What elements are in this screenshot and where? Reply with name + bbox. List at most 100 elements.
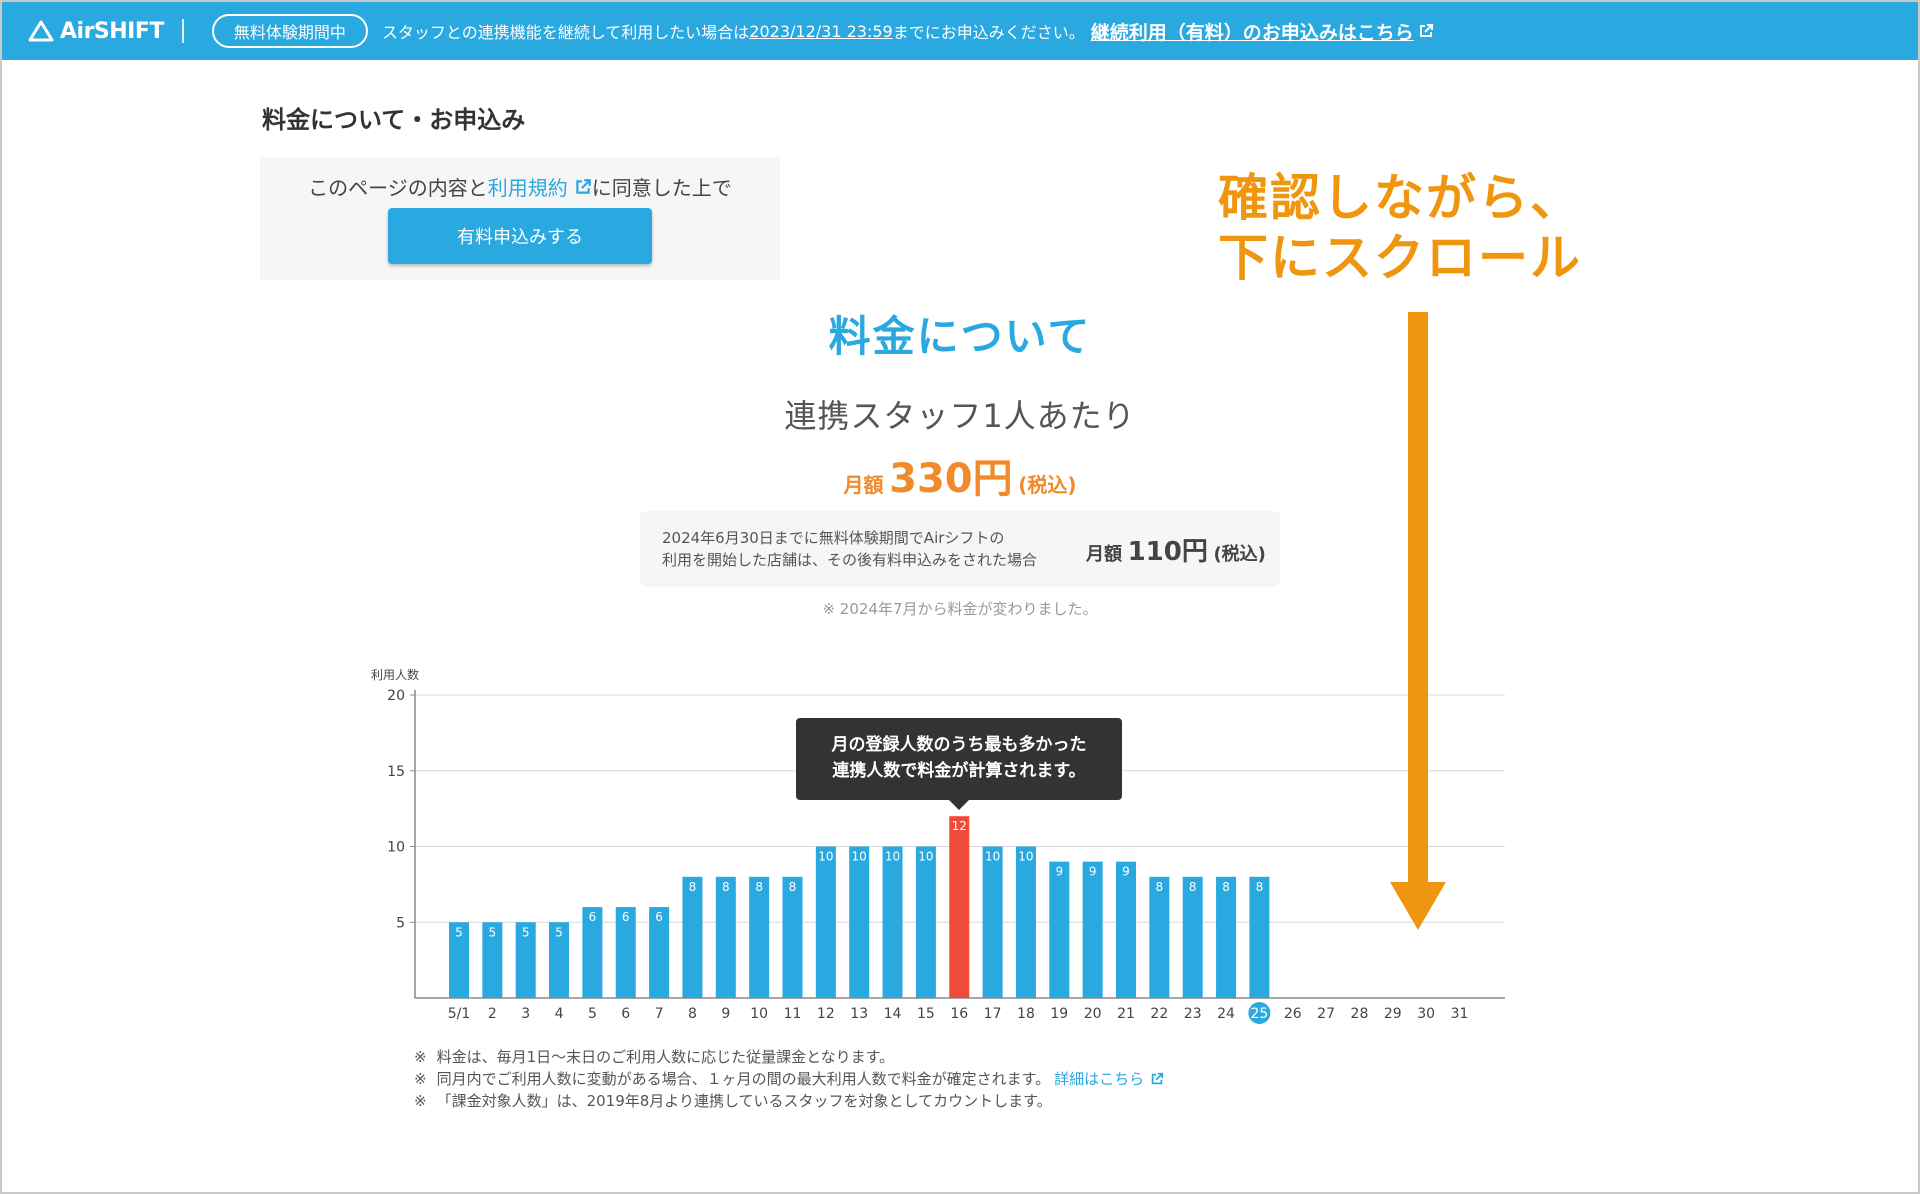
x-tick-label: 15 [917,1006,935,1022]
x-tick-label: 12 [817,1006,835,1022]
logo-text: AirSHIFT [60,18,164,44]
bar-value-label: 5 [455,925,463,939]
chart-bar [649,907,670,998]
chart-bar [715,876,736,998]
bar-value-label: 8 [722,880,730,894]
y-tick-label: 15 [387,764,405,780]
footnote-2-text: 同月内でご利用人数に変動がある場合、１ヶ月の間の最大利用人数で料金が確定されます… [436,1070,1051,1088]
chart-bar [615,907,636,998]
chart-bar [1182,876,1203,998]
x-tick-label: 30 [1417,1006,1435,1022]
footnote-2: ※ 同月内でご利用人数に変動がある場合、１ヶ月の間の最大利用人数で料金が確定され… [414,1068,1164,1090]
chart-bar [915,846,936,998]
bar-value-label: 10 [918,850,933,864]
agreement-text-after: に同意した上で [591,176,732,200]
airshift-logo-icon [28,20,54,42]
bar-value-label: 10 [852,850,867,864]
bar-value-label: 6 [655,910,663,924]
chart-bar [449,922,469,998]
x-tick-label: 25 [1250,1006,1268,1022]
bar-value-label: 8 [755,880,763,894]
external-link-icon [576,178,591,194]
x-tick-label: 5/1 [448,1006,471,1022]
page-title: 料金について・お申込み [262,106,526,134]
x-tick-label: 29 [1384,1006,1402,1022]
x-tick-label: 3 [521,1006,530,1022]
terms-link-label: 利用規約 [487,176,568,200]
bar-value-label: 8 [789,880,797,894]
bar-value-label: 8 [1189,880,1197,894]
chart-bar [549,922,570,998]
tax-label: (税込) [1018,473,1077,497]
discount-monthly-label: 月額 [1086,544,1122,565]
x-tick-label: 10 [750,1006,768,1022]
usage-bar-chart: 利用人数510152055/15253546566678889810811101… [371,667,1505,1024]
external-link-icon [1151,1072,1164,1085]
chart-bar [1082,861,1103,998]
bar-value-label: 9 [1055,865,1063,879]
chart-tooltip: 月の登録人数のうち最も多かった 連携人数で料金が計算されます。 [796,718,1122,800]
continue-paid-link[interactable]: 継続利用（有料）のお申込みはこちら [1091,18,1434,45]
scroll-annotation-line2: 下にスクロール [1218,229,1582,287]
price-change-note: ※ 2024年7月から料金が変わりました。 [822,600,1098,618]
x-tick-label: 28 [1351,1006,1369,1022]
terms-link[interactable]: 利用規約 [488,172,592,201]
scroll-annotation-line1: 確認しながら、 [1218,169,1582,227]
chart-bar [949,816,970,998]
notice-after: までにお申込みください。 [892,23,1085,42]
bar-value-label: 10 [985,850,1000,864]
bar-value-label: 10 [818,850,833,864]
details-link[interactable]: 詳細はこちら [1054,1068,1164,1090]
bar-value-label: 5 [489,925,497,939]
scroll-annotation: 確認しながら、 下にスクロール [1200,168,1600,288]
bar-value-label: 5 [522,925,530,939]
chart-bar [1049,861,1070,998]
bar-value-label: 9 [1089,865,1097,879]
y-axis-label: 利用人数 [371,667,419,682]
chart-bar [582,907,603,998]
footnote-1-text: 料金は、毎月1日〜末日のご利用人数に応じた従量課金となります。 [436,1048,895,1066]
x-tick-label: 7 [655,1006,664,1022]
notice-deadline: 2023/12/31 23:59 [749,21,893,41]
x-tick-label: 17 [984,1006,1002,1022]
x-tick-label: 20 [1084,1006,1102,1022]
today-marker [1248,1002,1271,1024]
scroll-down-arrow-icon [1390,312,1446,930]
bar-value-label: 8 [1256,880,1264,894]
bar-value-label: 8 [1156,880,1164,894]
footnote-1: ※ 料金は、毎月1日〜末日のご利用人数に応じた従量課金となります。 [414,1046,1164,1068]
x-tick-label: 14 [884,1006,902,1022]
x-tick-label: 26 [1284,1006,1302,1022]
x-tick-label: 23 [1184,1006,1202,1022]
bar-value-label: 8 [689,880,697,894]
y-tick-label: 5 [396,915,405,931]
bar-value-label: 5 [555,925,563,939]
footnote-mark: ※ [414,1092,427,1110]
x-tick-label: 6 [621,1006,630,1022]
bar-value-label: 10 [885,850,900,864]
x-tick-label: 22 [1150,1006,1168,1022]
bar-value-label: 8 [1222,880,1230,894]
trial-notice-bar: AirSHIFT 無料体験期間中 スタッフとの連携機能を継続して利用したい場合は… [2,2,1918,60]
discount-condition-line1: 2024年6月30日までに無料体験期間でAirシフトの [662,529,1005,547]
price-value: 330円 [889,456,1013,502]
bar-value-label: 10 [1018,850,1033,864]
footnotes: ※ 料金は、毎月1日〜末日のご利用人数に応じた従量課金となります。 ※ 同月内で… [414,1046,1164,1112]
chart-bar [1249,876,1270,998]
chart-bar [849,846,870,998]
airshift-logo[interactable]: AirSHIFT [28,19,164,44]
monthly-price: 月額 330円 (税込) [660,446,1260,504]
y-tick-label: 10 [387,840,405,856]
paid-apply-button[interactable]: 有料申込みする [388,208,652,264]
x-tick-label: 11 [784,1006,802,1022]
agreement-text: このページの内容と 利用規約 に同意した上で [260,172,780,201]
tooltip-line1: 月の登録人数のうち最も多かった [831,735,1087,755]
chart-bar [515,922,536,998]
bar-value-label: 9 [1122,865,1130,879]
footnote-3: ※ 「課金対象人数」は、2019年8月より連携しているスタッフを対象としてカウン… [414,1090,1164,1112]
chart-bar [482,922,503,998]
bar-value-label: 12 [952,819,967,833]
tooltip-line2: 連携人数で料金が計算されます。 [832,761,1086,781]
footnote-mark: ※ [414,1070,427,1088]
